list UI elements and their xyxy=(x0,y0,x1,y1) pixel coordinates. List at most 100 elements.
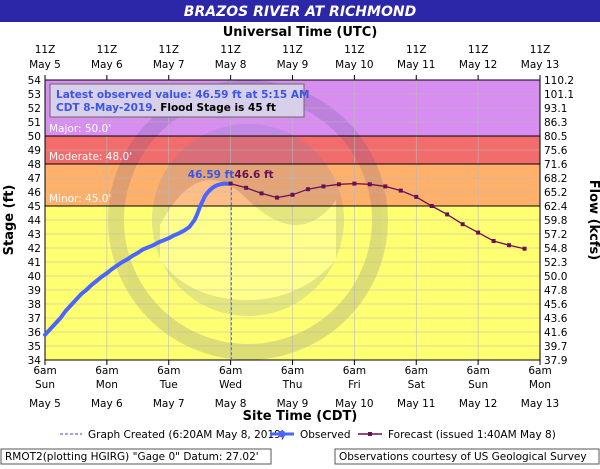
forecast-point xyxy=(491,239,496,243)
top-tick-time: 11Z xyxy=(344,44,365,56)
footer-credit: Observations courtesy of US Geological S… xyxy=(339,451,587,463)
observed-point xyxy=(68,303,73,308)
observed-point xyxy=(205,190,210,195)
forecast-point xyxy=(398,188,403,193)
latest-observation-box: Latest observed value: 46.59 ft at 5:15 … xyxy=(49,83,309,118)
top-axis-title: Universal Time (UTC) xyxy=(223,25,378,40)
forecast-point xyxy=(275,195,280,200)
top-tick-time: 11Z xyxy=(158,44,179,56)
observed-point xyxy=(43,333,47,337)
forecast-point xyxy=(414,194,419,199)
footer-credit-box xyxy=(334,448,600,465)
x-tick-time: 6am xyxy=(95,365,118,377)
top-tick-date: May 10 xyxy=(335,59,373,71)
observed-point xyxy=(136,251,140,255)
x-tick-day: Mon xyxy=(96,379,118,391)
x-tick-time: 6am xyxy=(157,365,180,377)
observed-point xyxy=(197,205,202,210)
legend-forecast-marker xyxy=(368,432,372,436)
forecast-point xyxy=(429,204,434,208)
right-axis-title: Flow (kcfs) xyxy=(586,180,600,260)
top-tick-date: May 12 xyxy=(459,59,497,71)
observed-point xyxy=(120,260,125,264)
y-tick-label: 44 xyxy=(28,215,42,227)
flow-tick-label: 68.2 xyxy=(544,173,567,185)
flow-tick-label: 65.2 xyxy=(544,187,567,199)
series-layer xyxy=(43,181,527,360)
forecast-point xyxy=(336,182,341,187)
footer-datum: RMOT2(plotting HGIRG) "Gage 0" Datum: 27… xyxy=(5,451,259,463)
x-tick-day: Wed xyxy=(219,379,242,391)
latest-observation-line2: CDT 8-May-2019. Flood Stage is 45 ft xyxy=(56,102,276,114)
forecast-point xyxy=(460,222,465,227)
y-tick-label: 36 xyxy=(28,327,42,339)
x-tick-day: Tue xyxy=(159,379,178,391)
forecast-point xyxy=(290,192,295,197)
forecast-point xyxy=(352,181,357,186)
observed-point xyxy=(200,200,205,204)
observed-point xyxy=(166,236,171,240)
y-tick-label: 46 xyxy=(28,187,42,199)
flood-stage-note: . Flood Stage is 45 ft xyxy=(153,102,276,114)
x-tick-day: Mon xyxy=(529,379,551,391)
flow-tick-label: 57.2 xyxy=(544,229,567,241)
flow-tick-label: 41.6 xyxy=(544,327,568,339)
x-axis-title: Site Time (CDT) xyxy=(243,409,358,424)
observed-point xyxy=(156,240,161,245)
flood-band-label-moderate: Moderate: 48.0' xyxy=(49,151,132,163)
observed-point xyxy=(192,218,197,222)
top-tick-time: 11Z xyxy=(35,44,56,56)
top-tick-time: 11Z xyxy=(282,44,303,56)
x-tick-day: Sun xyxy=(35,379,55,391)
latest-observation-prefix: Latest observed value: xyxy=(56,89,195,101)
x-tick-day: Sun xyxy=(468,379,488,391)
observed-point xyxy=(208,188,212,192)
flow-tick-label: 54.8 xyxy=(544,243,567,255)
observed-point xyxy=(141,247,145,252)
observed-point xyxy=(110,267,114,271)
observed-point xyxy=(177,231,181,236)
flow-tick-label: 47.8 xyxy=(544,285,567,297)
observed-point xyxy=(146,245,150,250)
observed-point xyxy=(89,283,94,287)
x-tick-date: May 8 xyxy=(215,398,247,410)
legend-observed: Observed xyxy=(300,429,351,441)
flow-tick-label: 110.2 xyxy=(544,75,574,87)
legend-graph-created: Graph Created (6:20AM May 8, 2019) xyxy=(88,429,285,441)
forecast-point xyxy=(476,230,481,235)
forecast-series-line xyxy=(230,182,525,250)
y-tick-label: 42 xyxy=(28,243,41,255)
observed-point xyxy=(58,316,63,320)
x-tick-time: 6am xyxy=(466,365,489,377)
x-tick-date: May 13 xyxy=(521,398,559,410)
observed-point xyxy=(172,233,176,238)
top-tick-time: 11Z xyxy=(97,44,118,56)
observed-point xyxy=(195,212,199,217)
top-tick-time: 11Z xyxy=(468,44,489,56)
flow-tick-label: 93.1 xyxy=(544,103,567,115)
x-tick-time: 6am xyxy=(528,365,551,377)
x-tick-time: 6am xyxy=(343,365,366,377)
observed-point xyxy=(84,288,89,292)
observed-point xyxy=(79,292,83,297)
y-tick-label: 37 xyxy=(28,313,41,325)
forecast-point xyxy=(305,187,310,192)
observed-point xyxy=(187,225,192,229)
y-tick-label: 39 xyxy=(28,285,41,297)
forecast-crest-label: 46.6 ft xyxy=(234,169,273,181)
top-tick-date: May 6 xyxy=(91,59,123,71)
chart-title: BRAZOS RIVER AT RICHMOND xyxy=(184,4,416,20)
forecast-point xyxy=(445,212,450,217)
forecast-point xyxy=(367,182,372,187)
y-tick-label: 49 xyxy=(28,145,41,157)
forecast-point xyxy=(244,185,249,190)
forecast-point xyxy=(522,246,527,251)
y-tick-label: 53 xyxy=(28,89,41,101)
y-tick-label: 48 xyxy=(28,159,41,171)
y-tick-label: 40 xyxy=(28,271,41,283)
observed-point xyxy=(223,181,228,186)
gridlines xyxy=(44,79,541,361)
forecast-point xyxy=(259,191,264,196)
